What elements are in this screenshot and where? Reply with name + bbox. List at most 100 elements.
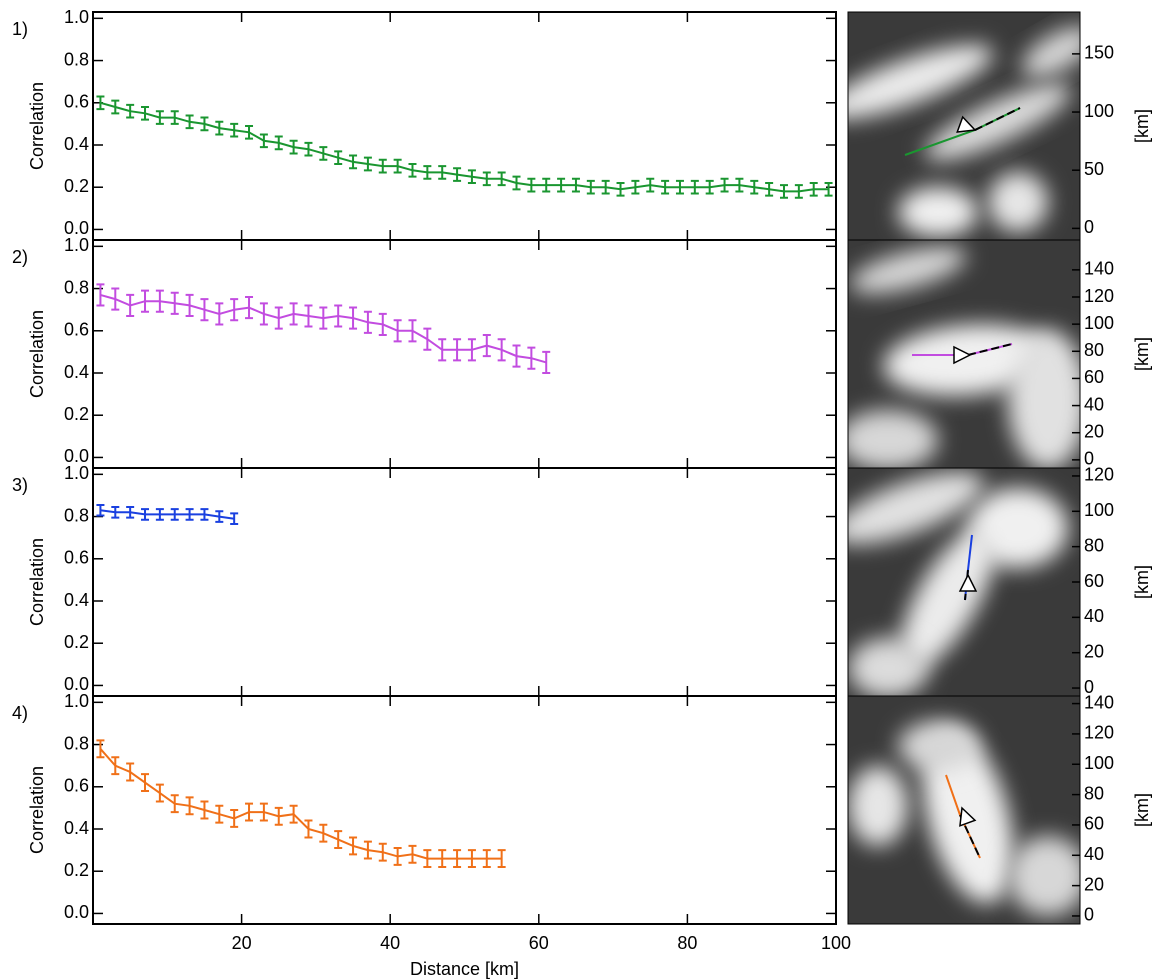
y-tick-label: 1.0 xyxy=(64,235,89,255)
image-y-tick-label: 60 xyxy=(1084,367,1104,387)
image-y-tick-label: 120 xyxy=(1084,723,1114,743)
error-bar xyxy=(408,163,417,178)
error-bar xyxy=(304,141,313,157)
image-y-tick-label: 120 xyxy=(1084,286,1114,306)
error-bar xyxy=(438,165,447,180)
cloud xyxy=(848,766,908,846)
error-bar xyxy=(185,796,194,816)
error-bar xyxy=(245,296,254,320)
error-bar xyxy=(259,302,268,326)
error-bar xyxy=(661,179,670,195)
image-y-tick-label: 0 xyxy=(1084,905,1094,925)
x-tick-label: 20 xyxy=(232,933,252,953)
error-bar xyxy=(393,158,402,174)
error-bar xyxy=(96,283,105,307)
error-bar xyxy=(542,350,551,374)
error-bar xyxy=(378,312,387,336)
cloud xyxy=(1022,26,1080,78)
error-bar xyxy=(512,344,521,368)
y-tick-label: 1.0 xyxy=(64,691,89,711)
error-bar xyxy=(631,179,640,195)
cloud xyxy=(848,638,928,696)
error-bar xyxy=(185,508,194,521)
error-bar xyxy=(245,802,254,822)
y-tick-label: 0.2 xyxy=(64,860,89,880)
image-y-tick-label: 40 xyxy=(1084,606,1104,626)
image-y-tick-label: 0 xyxy=(1084,449,1094,469)
cloud xyxy=(925,83,1071,161)
error-bar xyxy=(557,177,566,193)
error-bar xyxy=(126,506,135,519)
error-bar xyxy=(467,338,476,362)
error-bar xyxy=(453,849,462,868)
panel-label: 3) xyxy=(12,475,28,495)
error-bar xyxy=(304,304,313,328)
error-bar xyxy=(438,849,447,868)
error-bar xyxy=(259,133,268,149)
error-bar xyxy=(497,171,506,187)
image-y-tick-label: 20 xyxy=(1084,641,1104,661)
error-bar xyxy=(393,847,402,866)
error-bar xyxy=(155,783,164,803)
error-bar xyxy=(735,177,744,193)
error-bar xyxy=(601,179,610,195)
y-tick-label: 0.4 xyxy=(64,590,89,610)
error-bar xyxy=(215,120,224,136)
plot-frame xyxy=(92,695,837,925)
y-axis-label: Correlation xyxy=(27,310,47,398)
y-axis-label: Correlation xyxy=(27,538,47,626)
error-bar xyxy=(750,179,759,195)
error-bar xyxy=(482,849,491,868)
error-bar xyxy=(378,842,387,862)
image-y-tick-label: 40 xyxy=(1084,844,1104,864)
panel-label: 4) xyxy=(12,703,28,723)
error-bar xyxy=(215,302,224,326)
y-tick-label: 0.8 xyxy=(64,49,89,69)
y-tick-label: 0.6 xyxy=(64,320,89,340)
data-line xyxy=(100,509,235,520)
error-bar xyxy=(141,289,150,313)
cloud xyxy=(848,471,984,545)
x-axis-label: Distance [km] xyxy=(410,959,519,979)
error-bar xyxy=(96,503,105,517)
cloud xyxy=(1008,330,1080,468)
error-bar xyxy=(215,510,224,523)
y-tick-label: 0.0 xyxy=(64,674,89,694)
cloud xyxy=(848,44,993,120)
x-tick-label: 100 xyxy=(821,933,851,953)
error-bar xyxy=(304,819,313,839)
error-bar xyxy=(289,302,298,326)
x-tick-label: 40 xyxy=(380,933,400,953)
error-bar xyxy=(259,802,268,822)
error-bar xyxy=(482,171,491,187)
cloud xyxy=(849,246,967,294)
panel-label: 1) xyxy=(12,19,28,39)
image-y-tick-label: 50 xyxy=(1084,159,1104,179)
y-tick-label: 1.0 xyxy=(64,7,89,27)
error-bar xyxy=(155,110,164,125)
error-bar xyxy=(200,508,209,521)
y-tick-label: 0.6 xyxy=(64,776,89,796)
error-bar xyxy=(170,291,179,315)
image-y-tick-label: 20 xyxy=(1084,874,1104,894)
image-frame xyxy=(847,695,1081,925)
cloud xyxy=(898,721,978,771)
image-y-tick-label: 80 xyxy=(1084,783,1104,803)
image-y-tick-label: 140 xyxy=(1084,259,1114,279)
error-bar xyxy=(586,179,595,195)
error-bar xyxy=(126,103,135,119)
error-bar xyxy=(675,179,684,195)
error-bar xyxy=(96,739,105,759)
image-y-axis-label: [km] xyxy=(1132,793,1152,827)
error-bar xyxy=(200,298,209,322)
error-bar xyxy=(111,99,120,115)
error-bar xyxy=(334,830,343,849)
image-y-tick-label: 120 xyxy=(1084,465,1114,485)
error-bar xyxy=(319,146,328,161)
error-bar xyxy=(794,184,803,199)
error-bar xyxy=(230,512,239,525)
error-bar xyxy=(423,327,432,351)
error-bar xyxy=(141,106,150,121)
error-bar xyxy=(527,177,536,193)
image-y-tick-label: 150 xyxy=(1084,43,1114,63)
